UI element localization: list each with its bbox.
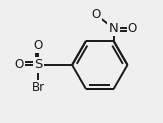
Text: O: O xyxy=(14,58,23,71)
Text: O: O xyxy=(91,8,100,21)
Text: S: S xyxy=(34,58,43,71)
Text: N: N xyxy=(109,22,119,35)
Text: O: O xyxy=(128,22,137,35)
Text: Br: Br xyxy=(32,81,45,94)
Text: O: O xyxy=(34,39,43,52)
